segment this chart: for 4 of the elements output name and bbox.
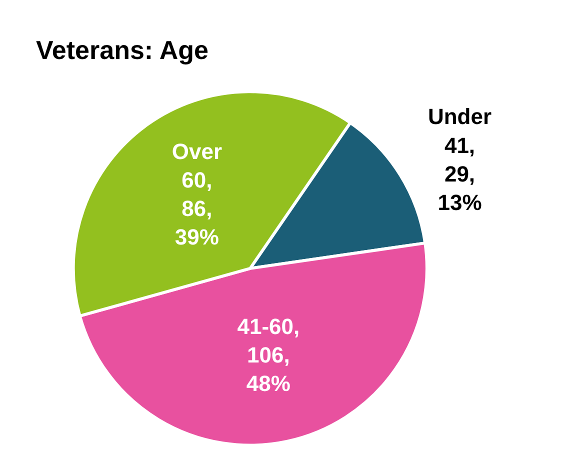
chart-title: Veterans: Age — [36, 35, 208, 65]
slice-label: Under 41, 29, 13% — [428, 104, 492, 216]
slice-label: Over 60, 86, 39% — [172, 138, 222, 250]
slice-label: 41-60, 106, 48% — [237, 314, 300, 396]
